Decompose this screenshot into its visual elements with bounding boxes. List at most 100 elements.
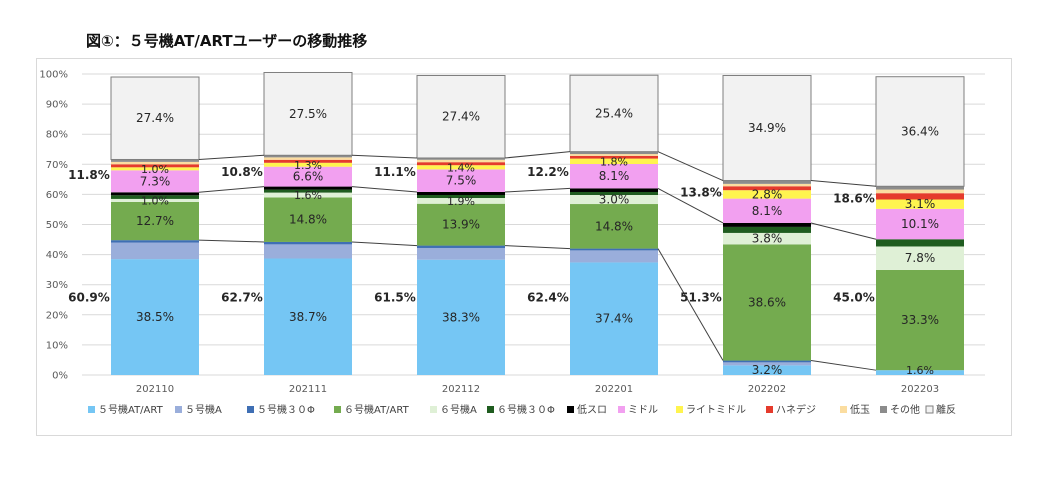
y-tick-label: 0% (52, 371, 68, 382)
bar-segment (111, 159, 199, 162)
legend-label: ５号機A (185, 403, 222, 416)
bar-segment (111, 164, 199, 168)
upper-group-total: 11.8% (68, 168, 110, 182)
bar-segment (111, 195, 199, 199)
data-label: 38.3% (442, 310, 480, 324)
legend-label: ハネデジ (776, 403, 816, 416)
bar-segment (723, 222, 811, 227)
connector-line (810, 180, 877, 187)
bar-segment (876, 239, 964, 247)
bar-segment (417, 247, 505, 260)
bar-segment (417, 245, 505, 248)
bar-segment (111, 170, 199, 193)
lower-group-total: 60.9% (68, 291, 110, 305)
bar-segment (264, 244, 352, 259)
bar-segment (417, 191, 505, 196)
bar-segment (570, 250, 658, 263)
y-tick-label: 70% (46, 160, 68, 171)
bar-segment (111, 198, 199, 202)
bar-segment (417, 169, 505, 192)
bar-segment (570, 151, 658, 155)
legend-swatch (840, 406, 847, 413)
bar-segment (264, 258, 352, 375)
data-label: 27.4% (136, 111, 174, 125)
bar-segment (263, 71, 353, 156)
x-tick-label: 202111 (289, 384, 327, 395)
legend-swatch (334, 406, 341, 413)
connector-line (351, 154, 418, 159)
connector-line (198, 154, 265, 160)
lower-group-total: 45.0% (833, 291, 875, 305)
data-label: 13.9% (442, 218, 480, 232)
connector-line (657, 187, 724, 224)
bar-segment (569, 74, 659, 153)
data-label: 36.4% (901, 124, 939, 138)
data-label: 38.6% (748, 295, 786, 309)
chart-frame (36, 58, 1012, 436)
data-label: 7.8% (905, 251, 936, 265)
upper-group-total: 10.8% (221, 165, 263, 179)
data-label: 3.8% (752, 232, 783, 246)
bar-segment (722, 75, 812, 182)
upper-group-total: 18.6% (833, 191, 875, 205)
connector-line (657, 151, 724, 182)
data-label: 1.6% (906, 364, 934, 377)
data-label: 3.2% (752, 363, 783, 377)
data-label: 1.0% (141, 163, 169, 176)
upper-group-total: 13.8% (680, 186, 722, 200)
bar-segment (417, 159, 505, 163)
bar-segment (876, 208, 964, 240)
legend-label: 低玉 (850, 403, 870, 416)
legend-swatch (567, 406, 574, 413)
lower-group-total: 62.7% (221, 291, 263, 305)
legend-swatch (618, 406, 625, 413)
x-tick-label: 202112 (442, 384, 480, 395)
bar-segment (264, 166, 352, 187)
data-label: 2.8% (752, 187, 783, 201)
bar-segment (570, 248, 658, 251)
data-label: 12.7% (136, 214, 174, 228)
connector-line (504, 151, 571, 159)
upper-group-total: 12.2% (527, 165, 569, 179)
bar-segment (264, 197, 352, 242)
data-label: 1.8% (600, 155, 628, 168)
data-label: 8.1% (752, 204, 783, 218)
data-label: 25.4% (595, 106, 633, 120)
connector-line (810, 360, 877, 371)
x-tick-label: 202203 (901, 384, 939, 395)
data-label: 27.5% (289, 107, 327, 121)
data-label: 1.4% (447, 161, 475, 174)
y-tick-label: 50% (46, 220, 68, 231)
bar-segment (570, 188, 658, 192)
connector-line (504, 245, 571, 250)
bar-segment (723, 365, 811, 375)
bar-segment (570, 204, 658, 249)
bar-segment (111, 242, 199, 260)
bar-segment (723, 232, 811, 245)
chart-title: 図①：５号機AT/ARTユーザーの移動推移 (86, 32, 368, 50)
data-label: 37.4% (595, 312, 633, 326)
bar-segment (570, 262, 658, 375)
upper-group-total: 11.1% (374, 165, 416, 179)
connector-line (810, 222, 877, 240)
legend-swatch (925, 405, 934, 414)
legend-swatch (430, 406, 437, 413)
bar-segment (876, 269, 964, 371)
data-label: 7.5% (446, 174, 477, 188)
lower-group-total: 61.5% (374, 291, 416, 305)
bar-segment (111, 161, 199, 165)
bar-segment (264, 189, 352, 193)
connector-line (351, 186, 418, 193)
data-label: 8.1% (599, 169, 630, 183)
data-label: 14.8% (595, 219, 633, 233)
lower-group-total: 62.4% (527, 291, 569, 305)
data-label: 33.3% (901, 313, 939, 327)
connector-line (198, 239, 265, 243)
bar-segment (570, 191, 658, 196)
bar-segment (876, 199, 964, 209)
bar-segment (876, 189, 964, 194)
y-tick-label: 10% (46, 340, 68, 351)
legend-label: ６号機３０Φ (497, 403, 555, 416)
bar-segment (876, 186, 964, 190)
